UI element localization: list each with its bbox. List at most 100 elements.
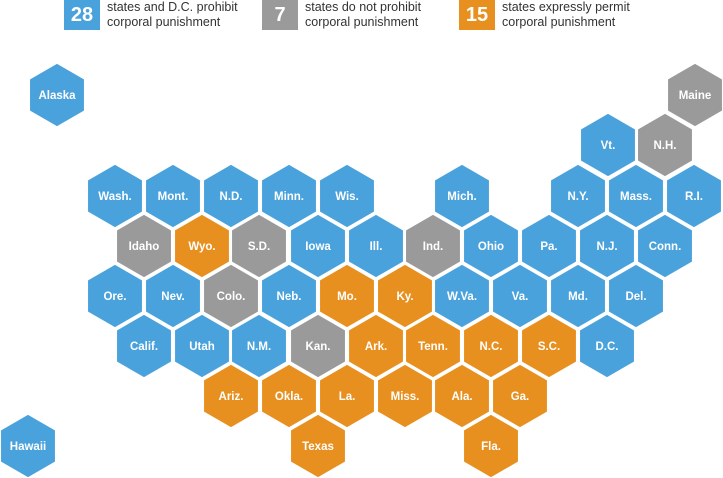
state-hex-shape-nh[interactable] (636, 112, 694, 178)
state-hex-mass[interactable]: Mass. (607, 163, 665, 229)
state-hex-shape-va[interactable] (491, 263, 549, 329)
state-hex-shape-mont[interactable] (144, 163, 202, 229)
state-hex-nev[interactable]: Nev. (144, 263, 202, 329)
state-hex-ill[interactable]: Ill. (347, 213, 405, 279)
state-hex-shape-miss[interactable] (376, 363, 434, 429)
state-hex-shape-sd[interactable] (230, 213, 288, 279)
state-hex-colo[interactable]: Colo. (202, 263, 260, 329)
state-hex-shape-ala[interactable] (433, 363, 491, 429)
state-hex-nc[interactable]: N.C. (462, 313, 520, 379)
state-hex-shape-ny[interactable] (549, 163, 607, 229)
state-hex-shape-neb[interactable] (260, 263, 318, 329)
state-hex-shape-kan[interactable] (289, 313, 347, 379)
state-hex-kan[interactable]: Kan. (289, 313, 347, 379)
state-hex-shape-alaska[interactable] (28, 62, 86, 128)
state-hex-shape-nm[interactable] (230, 313, 288, 379)
state-hex-tenn[interactable]: Tenn. (404, 313, 462, 379)
state-hex-sd[interactable]: S.D. (230, 213, 288, 279)
state-hex-shape-idaho[interactable] (115, 213, 173, 279)
state-hex-md[interactable]: Md. (549, 263, 607, 329)
state-hex-shape-nj[interactable] (578, 213, 636, 279)
state-hex-shape-texas[interactable] (289, 413, 347, 478)
state-hex-shape-utah[interactable] (173, 313, 231, 379)
state-hex-wash[interactable]: Wash. (86, 163, 144, 229)
state-hex-wva[interactable]: W.Va. (433, 263, 491, 329)
state-hex-minn[interactable]: Minn. (260, 163, 318, 229)
state-hex-iowa[interactable]: Iowa (289, 213, 347, 279)
state-hex-wyo[interactable]: Wyo. (173, 213, 231, 279)
state-hex-nd[interactable]: N.D. (202, 163, 260, 229)
state-hex-shape-minn[interactable] (260, 163, 318, 229)
state-hex-ala[interactable]: Ala. (433, 363, 491, 429)
state-hex-hawaii[interactable]: Hawaii (0, 413, 57, 478)
state-hex-shape-sc[interactable] (520, 313, 578, 379)
state-hex-shape-conn[interactable] (636, 213, 694, 279)
state-hex-conn[interactable]: Conn. (636, 213, 694, 279)
state-hex-shape-vt[interactable] (579, 112, 637, 178)
state-hex-shape-nc[interactable] (462, 313, 520, 379)
state-hex-shape-ore[interactable] (86, 263, 144, 329)
state-hex-nj[interactable]: N.J. (578, 213, 636, 279)
state-hex-dc[interactable]: D.C. (578, 313, 636, 379)
state-hex-shape-ariz[interactable] (202, 363, 260, 429)
state-hex-pa[interactable]: Pa. (520, 213, 578, 279)
state-hex-texas[interactable]: Texas (289, 413, 347, 478)
state-hex-wis[interactable]: Wis. (318, 163, 376, 229)
state-hex-shape-calif[interactable] (115, 313, 173, 379)
state-hex-shape-ga[interactable] (491, 363, 549, 429)
state-hex-vt[interactable]: Vt. (579, 112, 637, 178)
state-hex-ind[interactable]: Ind. (404, 213, 462, 279)
state-hex-shape-mass[interactable] (607, 163, 665, 229)
state-hex-shape-wash[interactable] (86, 163, 144, 229)
state-hex-shape-ohio[interactable] (462, 213, 520, 279)
state-hex-shape-mo[interactable] (318, 263, 376, 329)
state-hex-la[interactable]: La. (318, 363, 376, 429)
state-hex-del[interactable]: Del. (607, 263, 665, 329)
state-hex-fla[interactable]: Fla. (462, 413, 520, 478)
state-hex-shape-del[interactable] (607, 263, 665, 329)
state-hex-shape-wis[interactable] (318, 163, 376, 229)
state-hex-shape-colo[interactable] (202, 263, 260, 329)
state-hex-utah[interactable]: Utah (173, 313, 231, 379)
state-hex-shape-okla[interactable] (260, 363, 318, 429)
state-hex-shape-nev[interactable] (144, 263, 202, 329)
state-hex-shape-tenn[interactable] (404, 313, 462, 379)
state-hex-ny[interactable]: N.Y. (549, 163, 607, 229)
state-hex-neb[interactable]: Neb. (260, 263, 318, 329)
state-hex-calif[interactable]: Calif. (115, 313, 173, 379)
state-hex-shape-mich[interactable] (433, 163, 491, 229)
state-hex-ariz[interactable]: Ariz. (202, 363, 260, 429)
state-hex-nm[interactable]: N.M. (230, 313, 288, 379)
state-hex-shape-wva[interactable] (433, 263, 491, 329)
state-hex-shape-la[interactable] (318, 363, 376, 429)
state-hex-shape-dc[interactable] (578, 313, 636, 379)
state-hex-shape-md[interactable] (549, 263, 607, 329)
state-hex-sc[interactable]: S.C. (520, 313, 578, 379)
state-hex-nh[interactable]: N.H. (636, 112, 694, 178)
state-hex-shape-fla[interactable] (462, 413, 520, 478)
state-hex-ark[interactable]: Ark. (347, 313, 405, 379)
state-hex-alaska[interactable]: Alaska (28, 62, 86, 128)
state-hex-shape-ky[interactable] (376, 263, 434, 329)
state-hex-ga[interactable]: Ga. (491, 363, 549, 429)
state-hex-miss[interactable]: Miss. (376, 363, 434, 429)
state-hex-shape-hawaii[interactable] (0, 413, 57, 478)
state-hex-mont[interactable]: Mont. (144, 163, 202, 229)
state-hex-ohio[interactable]: Ohio (462, 213, 520, 279)
state-hex-ore[interactable]: Ore. (86, 263, 144, 329)
state-hex-maine[interactable]: Maine (666, 62, 723, 128)
state-hex-ri[interactable]: R.I. (665, 163, 723, 229)
state-hex-idaho[interactable]: Idaho (115, 213, 173, 279)
state-hex-okla[interactable]: Okla. (260, 363, 318, 429)
state-hex-shape-ri[interactable] (665, 163, 723, 229)
state-hex-shape-ark[interactable] (347, 313, 405, 379)
state-hex-va[interactable]: Va. (491, 263, 549, 329)
state-hex-mo[interactable]: Mo. (318, 263, 376, 329)
state-hex-mich[interactable]: Mich. (433, 163, 491, 229)
state-hex-shape-ill[interactable] (347, 213, 405, 279)
state-hex-shape-ind[interactable] (404, 213, 462, 279)
state-hex-shape-iowa[interactable] (289, 213, 347, 279)
state-hex-shape-wyo[interactable] (173, 213, 231, 279)
state-hex-shape-pa[interactable] (520, 213, 578, 279)
state-hex-shape-nd[interactable] (202, 163, 260, 229)
